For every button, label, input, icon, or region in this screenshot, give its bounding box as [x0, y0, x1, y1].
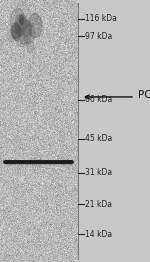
Text: 14 kDa: 14 kDa	[85, 230, 113, 239]
Circle shape	[23, 24, 35, 44]
Text: 116 kDa: 116 kDa	[85, 14, 117, 23]
Text: POT1: POT1	[138, 90, 150, 100]
Text: 97 kDa: 97 kDa	[85, 32, 113, 41]
Circle shape	[15, 23, 22, 34]
Circle shape	[12, 25, 21, 41]
Circle shape	[28, 14, 42, 38]
Circle shape	[11, 9, 25, 34]
Circle shape	[35, 149, 39, 155]
Circle shape	[16, 16, 26, 35]
Circle shape	[19, 15, 24, 23]
Bar	[0, 0, 78, 262]
Circle shape	[15, 14, 27, 35]
Text: 45 kDa: 45 kDa	[85, 134, 113, 143]
FancyArrowPatch shape	[85, 95, 132, 99]
Circle shape	[20, 18, 24, 25]
Circle shape	[18, 28, 23, 36]
Circle shape	[17, 19, 32, 44]
Bar	[78, 0, 150, 262]
Circle shape	[8, 29, 15, 42]
Circle shape	[27, 41, 34, 53]
Circle shape	[22, 20, 32, 37]
Circle shape	[11, 23, 20, 39]
Circle shape	[20, 16, 28, 30]
Text: 66 kDa: 66 kDa	[85, 95, 113, 104]
Circle shape	[39, 124, 43, 132]
Text: 31 kDa: 31 kDa	[85, 168, 113, 177]
Circle shape	[16, 1, 29, 23]
Circle shape	[15, 25, 28, 47]
Circle shape	[22, 145, 26, 151]
Circle shape	[15, 137, 23, 149]
Text: 21 kDa: 21 kDa	[85, 200, 112, 209]
